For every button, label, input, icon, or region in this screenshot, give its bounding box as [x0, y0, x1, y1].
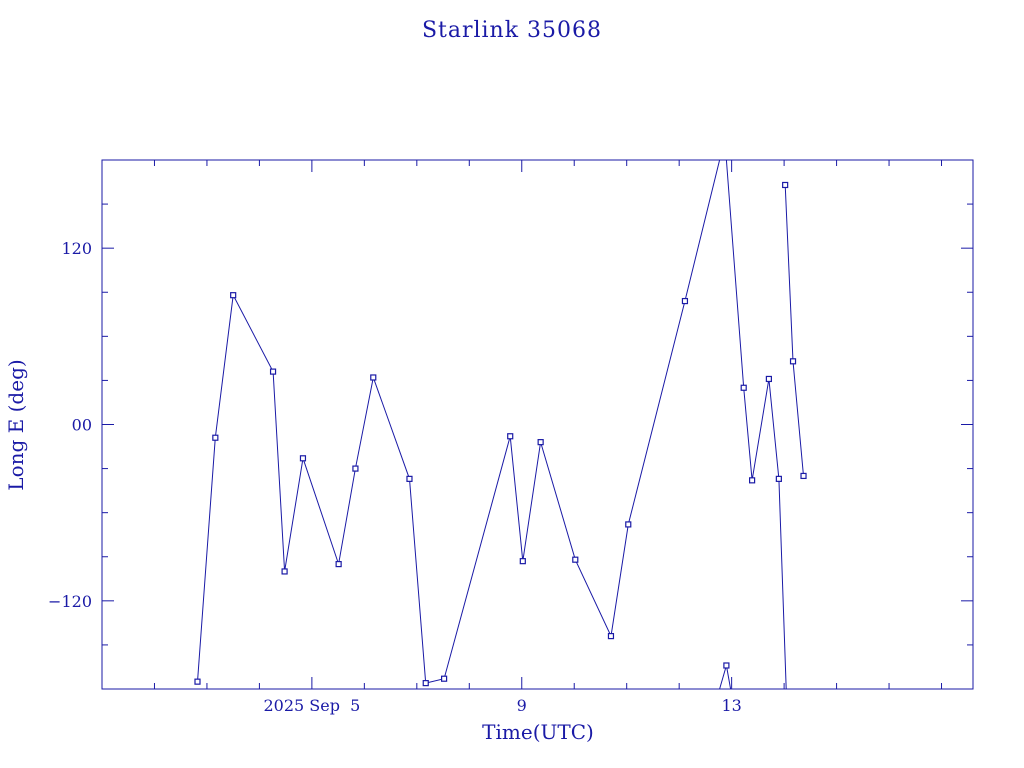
- data-point-marker: [749, 477, 756, 484]
- data-point-marker: [740, 384, 747, 391]
- data-point-marker: [800, 472, 807, 480]
- data-point-marker: [370, 374, 377, 381]
- data-point-marker: [782, 181, 789, 189]
- data-point-marker: [789, 358, 797, 365]
- data-point-marker: [537, 439, 544, 446]
- data-point-marker: [299, 455, 307, 462]
- series-markers: [194, 181, 807, 687]
- data-point-marker: [723, 662, 730, 669]
- data-point-marker: [352, 465, 359, 472]
- series-line-segment: [197, 160, 721, 684]
- y-tick-label: −120: [48, 592, 92, 611]
- data-point-marker: [269, 368, 277, 375]
- data-point-marker: [625, 521, 632, 528]
- data-point-marker: [572, 556, 579, 563]
- series-line-segment: [725, 160, 787, 689]
- data-point-marker: [607, 632, 615, 640]
- data-point-marker: [281, 568, 288, 575]
- axis-tick-labels: −120 00 120 2025 Sep 5 9 13: [48, 239, 742, 715]
- data-point-marker: [406, 475, 413, 482]
- data-point-marker: [422, 680, 429, 687]
- series-line-segment: [784, 184, 804, 476]
- data-point-marker: [212, 434, 219, 441]
- data-point-marker: [519, 558, 526, 565]
- x-tick-label: 2025 Sep 5: [263, 696, 360, 715]
- x-tick-label: 9: [517, 696, 527, 715]
- data-point-marker: [441, 675, 448, 682]
- data-point-marker: [230, 292, 237, 299]
- data-point-marker: [681, 297, 689, 305]
- data-point-marker: [765, 375, 772, 383]
- plot-frame: [101, 159, 974, 690]
- x-axis-label: Time(UTC): [482, 720, 594, 744]
- series-lines: [197, 160, 804, 689]
- y-axis-label: Long E (deg): [4, 359, 28, 490]
- y-tick-label: 120: [61, 239, 92, 258]
- x-tick-label: 13: [721, 696, 741, 715]
- axis-ticks: [101, 160, 973, 689]
- data-point-marker: [194, 678, 201, 685]
- y-tick-label: 00: [72, 416, 92, 435]
- series-line-segment: [719, 665, 732, 689]
- chart-title: Starlink 35068: [422, 18, 602, 43]
- data-point-marker: [335, 560, 342, 568]
- data-point-marker: [775, 475, 782, 482]
- data-point-marker: [507, 433, 514, 440]
